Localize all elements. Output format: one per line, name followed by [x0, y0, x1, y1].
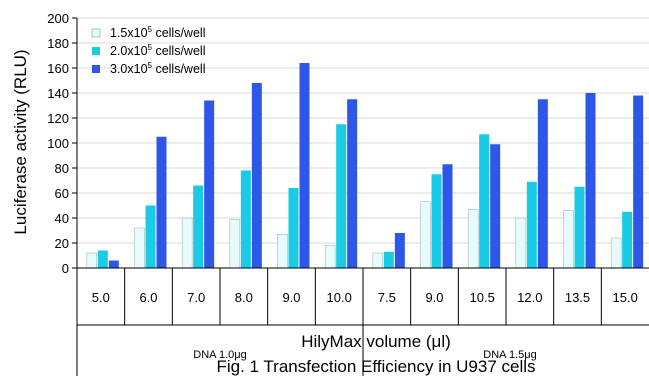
legend-swatch-2 — [92, 47, 100, 55]
x-axis-label: HilyMax volume (μl) — [301, 332, 451, 351]
category-table: 5.0 6.0 7.0 8.0 9.0 10.0 7.5 9.0 10.5 12.0 13.5 15.… — [77, 268, 649, 376]
bar-series-2-12.0 — [526, 181, 537, 268]
category-label: 9.0 — [425, 290, 443, 305]
bar-series-2-7.5 — [383, 251, 394, 268]
bar-series-2-9.0 — [431, 174, 442, 268]
bar-series-2-8.0 — [240, 170, 251, 268]
bar-series-2-15.0 — [622, 211, 633, 268]
bar-series-3-15.0 — [633, 95, 644, 268]
y-tick-label: 40 — [55, 211, 69, 226]
bar-series-2-10.5 — [479, 134, 490, 268]
legend-label-1: 1.5x105 cells/well — [110, 25, 205, 40]
bar-series-3-6.0 — [156, 136, 167, 268]
figure-caption: Fig. 1 Transfection Efficiency in U937 c… — [216, 357, 535, 376]
bar-series-3-12.0 — [537, 99, 548, 268]
category-label: 10.5 — [470, 290, 495, 305]
category-label: 7.5 — [378, 290, 396, 305]
bar-series-3-9.0 — [442, 164, 453, 268]
bar-series-3-7.5 — [394, 233, 405, 268]
bar-series-1-15.0 — [610, 237, 622, 269]
y-tick-label: 200 — [47, 11, 69, 26]
y-tick-label: 140 — [47, 86, 69, 101]
y-tick-labels: 0 20 40 60 80 100 120 140 160 180 200 — [47, 11, 77, 276]
bar-series-3-5.0 — [108, 260, 119, 268]
y-tick-label: 160 — [47, 61, 69, 76]
category-label: 6.0 — [139, 290, 157, 305]
bar-series-2-7.0 — [193, 185, 204, 268]
category-label: 13.5 — [565, 290, 590, 305]
bar-series-2-9.0 — [288, 188, 299, 268]
category-label: 10.0 — [327, 290, 352, 305]
bar-series-1-10.0 — [324, 245, 336, 269]
grid-lines — [77, 17, 649, 244]
y-tick-label: 60 — [55, 186, 69, 201]
bar-series-3-7.0 — [204, 100, 215, 268]
bar-series-2-13.5 — [574, 186, 585, 268]
bar-series-3-9.0 — [299, 63, 310, 268]
bar-series-1-13.5 — [563, 210, 574, 269]
bar-series-2-5.0 — [97, 250, 108, 268]
bar-series-1-9.0 — [277, 234, 288, 269]
category-label: 5.0 — [92, 290, 110, 305]
y-tick-label: 120 — [47, 111, 69, 126]
bar-series-1-12.0 — [515, 217, 527, 269]
bar-series-3-8.0 — [251, 83, 262, 268]
category-label: 15.0 — [613, 290, 638, 305]
bar-series-1-5.0 — [86, 252, 98, 269]
legend-swatch-3 — [92, 65, 100, 73]
y-tick-label: 0 — [62, 261, 69, 276]
bar-series-1-7.0 — [181, 217, 193, 269]
group-label-1: DNA 1.0μg — [193, 349, 246, 361]
legend: 1.5x105 cells/well 2.0x105 cells/well 3.0x… — [91, 25, 205, 76]
bar-series-1-6.0 — [134, 227, 145, 269]
category-label: 12.0 — [517, 290, 542, 305]
bar-series-3-10.5 — [490, 144, 501, 268]
category-label: 8.0 — [235, 290, 253, 305]
bars-layer — [86, 63, 644, 269]
category-label: 9.0 — [282, 290, 300, 305]
bar-series-1-7.5 — [372, 252, 384, 269]
y-tick-label: 20 — [55, 236, 69, 251]
group-label-2: DNA 1.5μg — [483, 349, 536, 361]
y-axis-label: Luciferase activity (RLU) — [11, 49, 30, 234]
bar-series-1-8.0 — [229, 219, 241, 269]
legend-swatch-1 — [91, 28, 101, 38]
bar-series-2-10.0 — [336, 124, 347, 268]
bar-series-1-9.0 — [420, 201, 431, 269]
y-tick-label: 80 — [55, 161, 69, 176]
y-tick-label: 180 — [47, 36, 69, 51]
legend-label-2: 2.0x105 cells/well — [110, 43, 205, 58]
bar-series-2-6.0 — [145, 205, 156, 268]
category-label: 7.0 — [187, 290, 205, 305]
y-tick-label: 100 — [47, 136, 69, 151]
bar-series-3-13.5 — [585, 93, 596, 268]
legend-label-3: 3.0x105 cells/well — [110, 61, 205, 76]
bar-series-1-10.5 — [467, 209, 479, 269]
bar-series-3-10.0 — [347, 99, 358, 268]
